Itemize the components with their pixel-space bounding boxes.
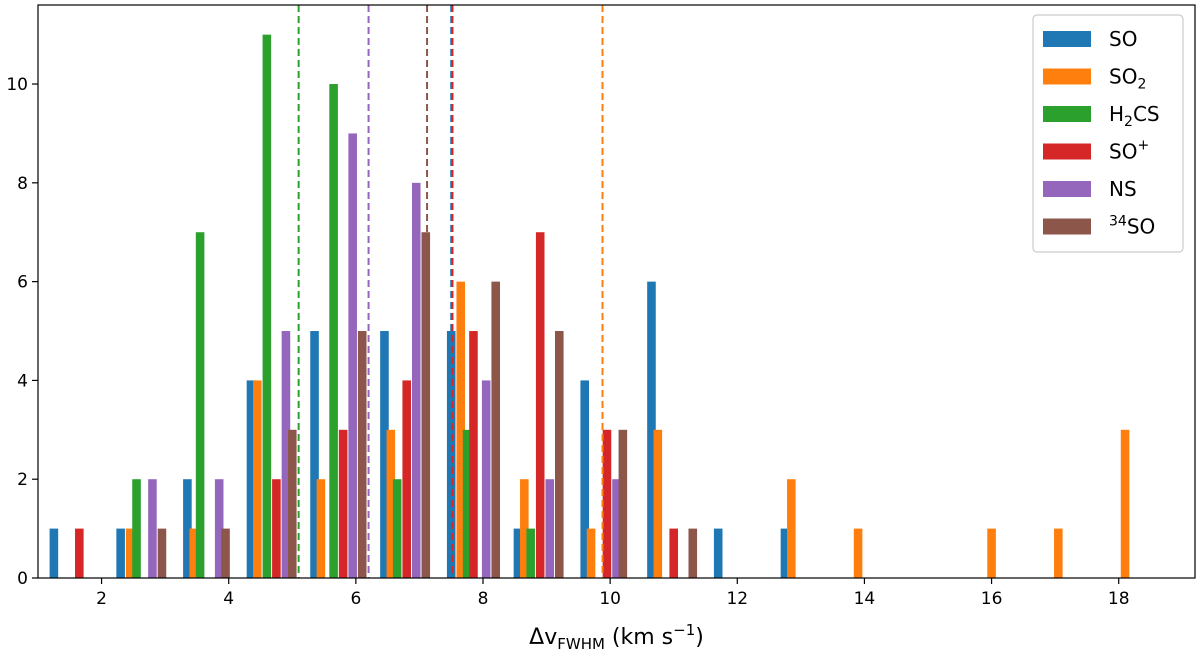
median-lines-layer <box>297 5 604 578</box>
bar-so2-8 <box>653 429 663 578</box>
bar-ns-0 <box>148 479 157 578</box>
x-tick-label: 14 <box>854 589 876 609</box>
bar-so2-0 <box>125 528 135 578</box>
bar-so2-11 <box>987 528 996 578</box>
y-tick-label: 0 <box>17 569 28 589</box>
legend-label-h2cs: H2CS <box>1109 102 1160 130</box>
y-tick-label: 4 <box>17 371 28 391</box>
bar-34so-4 <box>421 232 431 578</box>
bar-ns-5 <box>481 380 491 578</box>
bar-so+-1 <box>272 479 281 578</box>
legend-box <box>1032 14 1184 253</box>
bar-ns-1 <box>214 479 224 578</box>
bar-so-6 <box>446 331 456 578</box>
legend: SO SO2 H2CS SO+ NS 34SO <box>1032 14 1184 253</box>
y-tick-label: 2 <box>17 470 28 490</box>
bar-so+-2 <box>338 429 348 578</box>
bar-so-5 <box>380 331 389 578</box>
legend-label-so+: SO+ <box>1109 138 1149 164</box>
legend-label-ns: NS <box>1109 177 1137 201</box>
bar-ns-4 <box>411 182 421 578</box>
x-tick-label: 2 <box>96 589 107 609</box>
legend-swatch-so+ <box>1043 143 1091 160</box>
bar-so2-2 <box>253 380 262 578</box>
bar-so-4 <box>310 331 319 578</box>
y-axis-ticks: 0 2 4 6 8 10 <box>6 75 38 589</box>
bar-so+-5 <box>535 232 545 578</box>
bar-so+-0 <box>75 528 84 578</box>
bar-h2cs-3 <box>329 84 338 578</box>
y-tick-label: 10 <box>6 75 28 95</box>
bar-so-8 <box>580 380 589 578</box>
x-label-unit-pre: (km s <box>605 625 673 650</box>
bar-so2-9 <box>787 479 796 578</box>
x-axis-label: ΔvFWHM (km s−1) <box>529 621 704 653</box>
x-label-sub: FWHM <box>557 635 605 653</box>
bar-so2-10 <box>853 528 863 578</box>
bar-h2cs-4 <box>392 479 402 578</box>
legend-swatch-34so <box>1043 218 1091 235</box>
bar-so+-6 <box>602 429 612 578</box>
x-label-unit-post: ) <box>695 625 704 650</box>
bar-so+-7 <box>669 528 678 578</box>
bar-h2cs-2 <box>262 34 272 578</box>
y-tick-label: 8 <box>17 174 28 194</box>
bar-34so-1 <box>221 528 230 578</box>
x-tick-label: 10 <box>599 589 621 609</box>
x-tick-label: 4 <box>223 589 234 609</box>
bar-so-0 <box>49 528 59 578</box>
y-tick-label: 6 <box>17 273 28 293</box>
legend-label-so: SO <box>1109 27 1137 51</box>
bar-so2-5 <box>456 281 466 578</box>
bar-so-2 <box>183 479 192 578</box>
legend-swatch-so2 <box>1043 68 1091 85</box>
legend-swatch-ns <box>1043 181 1091 197</box>
bar-so2-4 <box>386 429 396 578</box>
bar-so-9 <box>647 281 656 578</box>
bar-so2-13 <box>1120 429 1130 578</box>
bar-ns-2 <box>281 331 291 578</box>
x-tick-label: 16 <box>981 589 1003 609</box>
bar-34so-3 <box>357 331 367 578</box>
bar-h2cs-0 <box>132 479 141 578</box>
x-label-base: Δv <box>529 625 557 650</box>
bar-ns-3 <box>348 133 357 578</box>
bar-so2-3 <box>316 479 326 578</box>
x-tick-label: 12 <box>726 589 748 609</box>
bar-so2-6 <box>520 479 529 578</box>
bar-34so-6 <box>554 331 564 578</box>
bar-so2-1 <box>189 528 199 578</box>
bar-so-1 <box>116 528 125 578</box>
bar-h2cs-6 <box>526 528 535 578</box>
x-tick-label: 8 <box>478 589 489 609</box>
bar-so-10 <box>713 528 723 578</box>
legend-label-so2: SO2 <box>1109 65 1146 93</box>
bar-so2-7 <box>586 528 596 578</box>
x-axis-ticks: 2 4 6 8 10 12 14 16 18 <box>96 578 1130 609</box>
bar-34so-2 <box>287 429 297 578</box>
bar-so+-4 <box>469 331 478 578</box>
bar-ns-7 <box>612 479 621 578</box>
bar-so-7 <box>513 528 523 578</box>
legend-swatch-h2cs <box>1043 106 1091 122</box>
bar-34so-8 <box>688 528 698 578</box>
legend-swatch-so <box>1043 31 1091 47</box>
bar-34so-0 <box>157 528 167 578</box>
bar-34so-5 <box>491 281 500 578</box>
x-label-unit-sup: −1 <box>673 621 695 639</box>
bar-so-11 <box>780 528 790 578</box>
legend-label-34so: 34SO <box>1109 214 1155 239</box>
plot-frame <box>37 4 1196 579</box>
bar-h2cs-5 <box>462 429 472 578</box>
bar-h2cs-1 <box>195 232 205 578</box>
bar-so+-3 <box>402 380 411 578</box>
bars-layer <box>49 34 1130 578</box>
x-tick-label: 6 <box>350 589 361 609</box>
bar-ns-6 <box>545 479 555 578</box>
bar-so-3 <box>246 380 256 578</box>
bar-34so-7 <box>618 429 628 578</box>
x-tick-label: 18 <box>1108 589 1130 609</box>
bar-so2-12 <box>1054 528 1063 578</box>
